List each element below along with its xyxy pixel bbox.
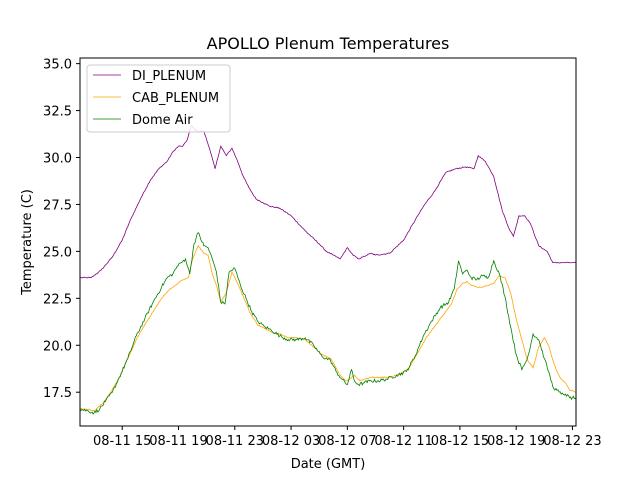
y-tick-label: 35.0: [43, 58, 72, 73]
x-tick-label: 08-12 11: [374, 434, 432, 449]
x-tick-label: 08-11 23: [206, 434, 264, 449]
x-axis-label: Date (GMT): [291, 457, 366, 472]
x-tick-label: 08-11 19: [149, 434, 207, 449]
series-line-cab-plenum: [80, 244, 576, 412]
x-tick-label: 08-12 15: [431, 434, 489, 449]
legend: DI_PLENUM CAB_PLENUM Dome Air: [86, 64, 231, 133]
legend-label: CAB_PLENUM: [132, 91, 219, 106]
y-tick-label: 32.5: [43, 105, 72, 120]
chart-title: APOLLO Plenum Temperatures: [207, 34, 450, 53]
y-tick-label: 17.5: [43, 386, 72, 401]
series-layer: [80, 124, 576, 415]
y-axis-label: Temperature (C): [20, 189, 35, 296]
x-tick-label: 08-12 19: [487, 434, 545, 449]
x-tick-label: 08-12 03: [262, 434, 320, 449]
x-tick-label: 08-12 07: [318, 434, 376, 449]
series-line-di-plenum: [80, 124, 576, 279]
y-tick-label: 25.0: [43, 245, 72, 260]
x-tick-label: 08-11 15: [93, 434, 151, 449]
legend-label: DI_PLENUM: [132, 69, 206, 84]
x-tick-label: 08-12 23: [543, 434, 601, 449]
legend-box: [86, 64, 231, 133]
y-axis: 17.5 20.0 22.5 25.0 27.5 30.0 32.5 35.0: [43, 58, 80, 401]
y-tick-label: 20.0: [43, 339, 72, 354]
y-tick-label: 22.5: [43, 292, 72, 307]
y-tick-label: 27.5: [43, 198, 72, 213]
y-tick-label: 30.0: [43, 152, 72, 167]
series-line-dome-air: [80, 231, 576, 415]
plot-frame: [79, 57, 577, 427]
legend-label: Dome Air: [132, 113, 193, 128]
